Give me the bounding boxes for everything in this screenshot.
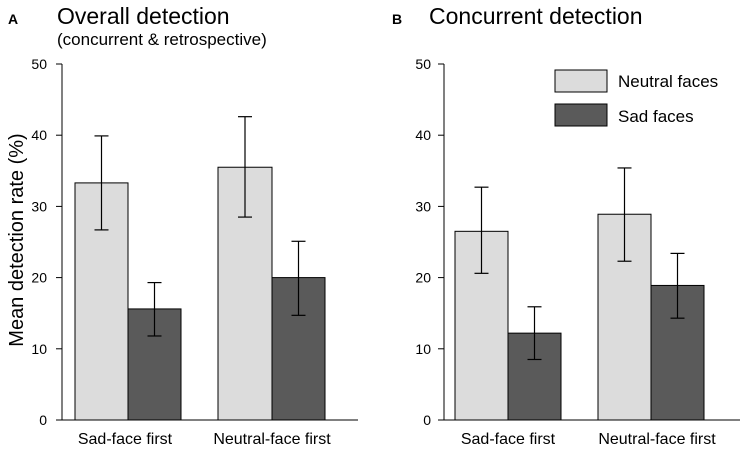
panel-b-y-tick-label: 50 — [415, 56, 431, 72]
panel-b-letter: B — [392, 11, 402, 27]
panel-b-y-tick-label: 20 — [415, 270, 431, 286]
legend-label-sad: Sad faces — [618, 107, 694, 126]
panel-b-errorbar-neutral-2 — [617, 167, 632, 262]
panel-a-errorbar-neutral-1 — [94, 135, 109, 231]
panel-a-title: Overall detection — [57, 3, 230, 29]
panel-b-errorbar-neutral-1 — [474, 186, 489, 274]
panel-a-y-tick-label: 50 — [31, 56, 47, 72]
panel-a-errorbar-neutral-2 — [238, 116, 252, 218]
panel-a-errorbar-sad-1 — [147, 281, 162, 337]
panel-a-errorbar-sad-2 — [291, 240, 306, 316]
panel-a-y-tick-label: 40 — [31, 127, 47, 143]
panel-a-subtitle: (concurrent & retrospective) — [57, 30, 267, 49]
y-axis-title: Mean detection rate (%) — [6, 133, 28, 346]
panel-a-letter: A — [8, 11, 18, 27]
panel-a-category-label-2: Neutral-face first — [213, 431, 331, 448]
legend-swatch-neutral — [554, 69, 608, 93]
panel-b-y-tick-label: 0 — [423, 412, 431, 428]
panel-a-y-tick-label: 20 — [31, 270, 47, 286]
panel-a-y-tick-label: 10 — [31, 341, 47, 357]
panel-b-y-tick-label: 30 — [415, 198, 431, 214]
panel-a-y-tick-label: 30 — [31, 198, 47, 214]
panel-b-y-tick-label: 10 — [415, 341, 431, 357]
panel-b-y-tick-label: 40 — [415, 127, 431, 143]
panel-b-category-label-2: Neutral-face first — [598, 431, 716, 448]
panel-b-errorbar-sad-1 — [527, 306, 542, 361]
panel-a-chart: 0 10 20 30 40 50 Sad-face first Neutral-face fi… — [31, 56, 358, 448]
legend-label-neutral: Neutral faces — [618, 72, 718, 91]
panel-a-category-label-1: Sad-face first — [78, 431, 173, 448]
panel-a-y-tick-label: 0 — [39, 412, 47, 428]
panel-b-errorbar-sad-2 — [670, 252, 685, 319]
legend: Neutral faces Sad faces — [554, 69, 718, 127]
legend-swatch-sad — [554, 103, 608, 127]
panel-b-category-label-1: Sad-face first — [461, 431, 556, 448]
panel-b-title: Concurrent detection — [429, 3, 643, 29]
panel-b-chart: 0 10 20 30 40 50 Sad-face first Neutral-face fi… — [415, 56, 740, 448]
